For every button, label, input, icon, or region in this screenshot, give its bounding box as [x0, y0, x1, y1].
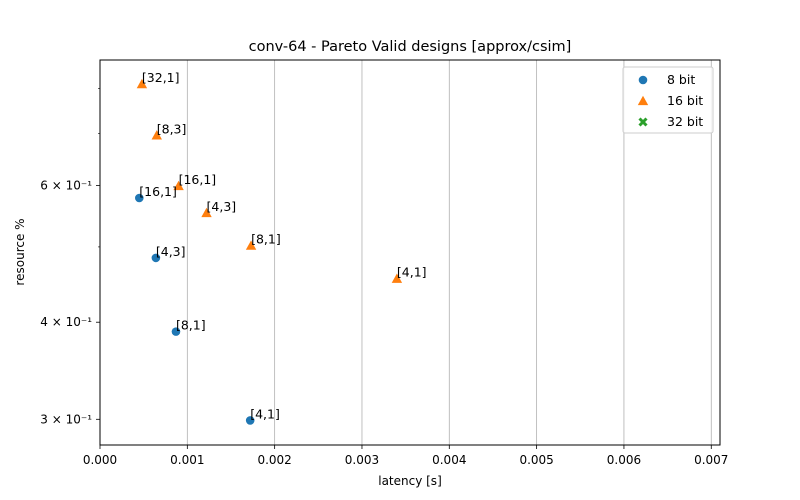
y-tick-label: 6 × 10⁻¹ — [40, 178, 92, 192]
data-point-circle — [151, 253, 161, 263]
data-point-triangle — [391, 273, 403, 283]
point-label: [8,1] — [176, 318, 206, 333]
data-point-triangle — [151, 130, 162, 140]
data-point-triangle — [245, 240, 257, 250]
point-annotations: [16,1] [4,3] [8,1] [4,1] [32,1] [8,3] [16,1] [4… — [139, 70, 426, 421]
point-label: [4,1] — [397, 265, 427, 280]
point-label: [32,1] — [142, 70, 180, 85]
grid-lines — [186, 60, 712, 445]
x-tick-label: 0.003 — [345, 453, 379, 467]
point-label: [8,1] — [251, 232, 281, 247]
legend-marker-x — [638, 117, 648, 127]
point-label: [16,1] — [179, 172, 217, 187]
legend-marker-circle — [638, 75, 648, 85]
x-axis-label: latency [s] — [378, 474, 442, 488]
legend-entry-label: 8 bit — [667, 72, 695, 87]
point-label: [4,3] — [207, 199, 237, 214]
legend-entry-label: 32 bit — [667, 114, 703, 129]
legend: 8 bit 16 bit 32 bit — [622, 66, 714, 134]
data-point-circle — [134, 193, 144, 203]
point-label: [16,1] — [139, 184, 177, 199]
data-point-triangle — [201, 207, 212, 218]
x-tick-label: 0.007 — [694, 453, 728, 467]
x-tick-label: 0.001 — [170, 453, 204, 467]
chart-title: conv-64 - Pareto Valid designs [approx/c… — [249, 39, 572, 55]
legend-entry-label: 16 bit — [667, 93, 703, 108]
legend-marker-triangle — [637, 95, 649, 106]
data-points — [134, 78, 403, 425]
data-point-triangle — [173, 180, 184, 191]
point-label: [4,3] — [156, 244, 186, 259]
x-tick-label: 0.006 — [607, 453, 641, 467]
x-tick-label: 0.002 — [257, 453, 291, 467]
data-point-triangle — [136, 78, 148, 89]
plot-frame — [99, 59, 721, 446]
axis-ticks: 0.000 0.001 0.002 0.003 0.004 0.005 0.006 0.007… — [40, 88, 728, 467]
y-tick-label: 3 × 10⁻¹ — [40, 412, 92, 426]
x-tick-label: 0.005 — [519, 453, 553, 467]
point-label: [4,1] — [250, 406, 280, 421]
y-axis-label: resource % — [13, 218, 27, 285]
data-point-circle — [171, 327, 181, 336]
data-point-circle — [245, 416, 255, 425]
x-tick-label: 0.004 — [432, 453, 466, 467]
legend-box — [622, 66, 714, 134]
point-label: [8,3] — [157, 121, 187, 136]
x-tick-label: 0.000 — [83, 453, 117, 467]
y-tick-label: 4 × 10⁻¹ — [40, 315, 92, 329]
